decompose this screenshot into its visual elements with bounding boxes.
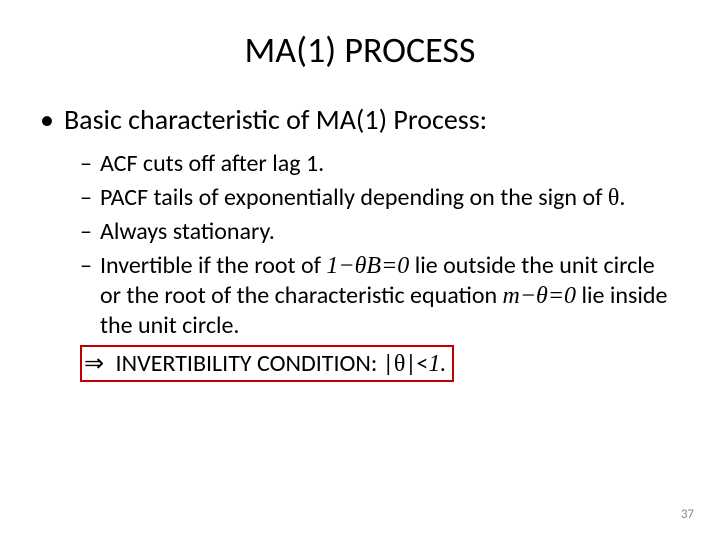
bullet-level1: • Basic characteristic of MA(1) Process:: [40, 102, 680, 137]
text-fragment: PACF tails of exponentially depending on…: [100, 183, 608, 212]
boxed-conclusion: ⇒ INVERTIBILITY CONDITION: |θ|<1.: [80, 345, 454, 382]
bullet-text-l2: Invertible if the root of 1−θB=0 lie out…: [100, 251, 680, 341]
bullet-text-l2: Always stationary.: [100, 217, 680, 247]
implies-symbol: ⇒: [84, 349, 104, 378]
equation: m−θ=0: [503, 283, 577, 309]
theta-symbol: θ: [608, 185, 620, 211]
text-fragment: Invertible if the root of: [100, 251, 326, 280]
text-fragment: .: [619, 183, 625, 212]
bullet-text-l2: ACF cuts off after lag 1.: [100, 149, 680, 179]
theta-symbol: θ: [394, 351, 406, 377]
bullet-marker-l2: –: [80, 217, 92, 247]
bullet-marker-l2: –: [80, 149, 92, 179]
bullet-marker-l2: –: [80, 251, 92, 341]
text-fragment: |<: [405, 349, 428, 378]
text-fragment: 1.: [428, 351, 446, 377]
bullet-level2-item: – Invertible if the root of 1−θB=0 lie o…: [80, 251, 680, 341]
bullet-level2-item: – PACF tails of exponentially depending …: [80, 183, 680, 213]
page-number: 37: [681, 507, 694, 522]
bullet-marker-l1: •: [40, 102, 54, 137]
bullet-level2-item: – ACF cuts off after lag 1.: [80, 149, 680, 179]
text-fragment: INVERTIBILITY CONDITION: |: [110, 349, 394, 378]
bullet-level2-item: – Always stationary.: [80, 217, 680, 247]
bullet-text-l1: Basic characteristic of MA(1) Process:: [64, 102, 487, 137]
conclusion-line: ⇒ INVERTIBILITY CONDITION: |θ|<1.: [80, 345, 680, 382]
slide-container: MA(1) PROCESS • Basic characteristic of …: [0, 0, 720, 540]
bullet-marker-l2: –: [80, 183, 92, 213]
slide-title: MA(1) PROCESS: [40, 28, 680, 72]
equation: 1−θB=0: [326, 253, 409, 279]
bullet-text-l2: PACF tails of exponentially depending on…: [100, 183, 680, 213]
